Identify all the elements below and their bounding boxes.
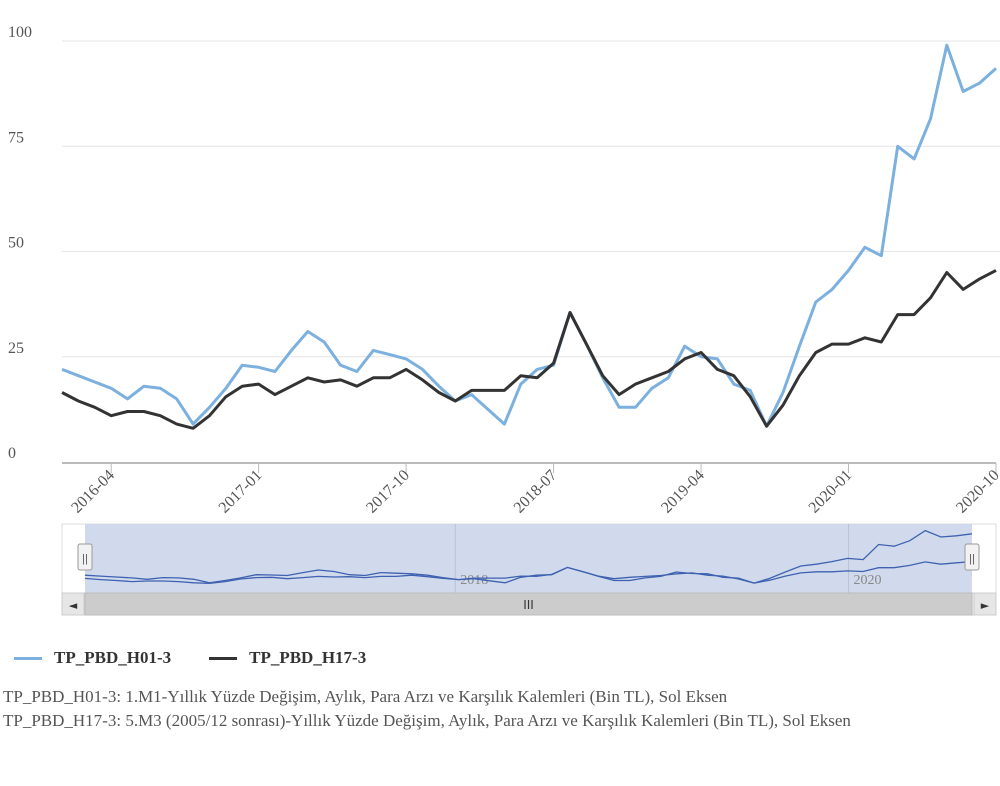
navigator[interactable]: 2018 2020 || || [61, 523, 997, 594]
y-tick-label: 75 [8, 129, 24, 146]
series-lines [61, 43, 998, 430]
legend-swatch-h01 [14, 656, 42, 660]
series-notes: TP_PBD_H01-3: 1.M1-Yıllık Yüzde Değişim,… [3, 685, 883, 733]
note-h01: TP_PBD_H01-3: 1.M1-Yıllık Yüzde Değişim,… [3, 687, 728, 706]
right-arrow-icon: ► [981, 599, 990, 612]
x-tick-label: 2019-04 [658, 467, 708, 517]
x-tick-label: 2020-10 [953, 467, 1000, 517]
navigator-year-label: 2018 [460, 573, 488, 588]
navigator-left-handle[interactable]: || [77, 543, 93, 571]
scroll-left-button[interactable] [61, 592, 85, 616]
scrollbar[interactable]: ◄ ► III [61, 592, 997, 616]
series-line-h01 [61, 43, 998, 428]
handle-grip: || [969, 553, 975, 565]
left-arrow-icon: ◄ [69, 599, 78, 612]
y-tick-label: 25 [8, 340, 24, 357]
legend: TP_PBD_H01-3 TP_PBD_H17-3 [14, 645, 366, 671]
note-h17: TP_PBD_H17-3: 5.M3 (2005/12 sonrası)-Yıl… [3, 711, 851, 730]
scrollbar-grip: III [523, 598, 534, 612]
navigator-series-h17 [84, 560, 973, 585]
scroll-right-button[interactable] [973, 592, 997, 616]
navigator-right-handle[interactable]: || [964, 543, 980, 571]
series-line-h17 [61, 269, 997, 430]
x-tick-label: 2016-04 [68, 467, 118, 517]
y-tick-label: 100 [8, 24, 32, 41]
legend-item-h17[interactable]: TP_PBD_H17-3 [209, 648, 366, 668]
y-axis-ticks: 0 25 50 75 100 [8, 24, 32, 462]
x-tick-label: 2017-10 [363, 467, 413, 517]
gridlines [62, 40, 1000, 358]
legend-label-h01: TP_PBD_H01-3 [54, 648, 172, 667]
x-tick-label: 2018-07 [511, 467, 561, 517]
chart-area: 0 25 50 75 100 2016-04 2017-01 2017-10 2018-07 2… [8, 24, 1000, 616]
x-tick-label: 2017-01 [216, 467, 266, 517]
x-axis: 2016-04 2017-01 2017-10 2018-07 2019-04 2020-… [62, 462, 1000, 517]
y-tick-label: 50 [8, 235, 24, 252]
legend-label-h17: TP_PBD_H17-3 [249, 648, 367, 667]
handle-body[interactable] [964, 543, 980, 571]
x-tick-label: 2020-01 [806, 467, 856, 517]
navigator-year-label: 2020 [854, 573, 882, 588]
legend-swatch-h17 [209, 656, 238, 660]
legend-item-h01[interactable]: TP_PBD_H01-3 [14, 648, 171, 668]
navigator-selected-range[interactable] [85, 524, 972, 593]
scrollbar-thumb[interactable] [84, 592, 973, 616]
y-tick-label: 0 [8, 445, 16, 462]
handle-grip: || [82, 553, 88, 565]
handle-body[interactable] [77, 543, 93, 571]
